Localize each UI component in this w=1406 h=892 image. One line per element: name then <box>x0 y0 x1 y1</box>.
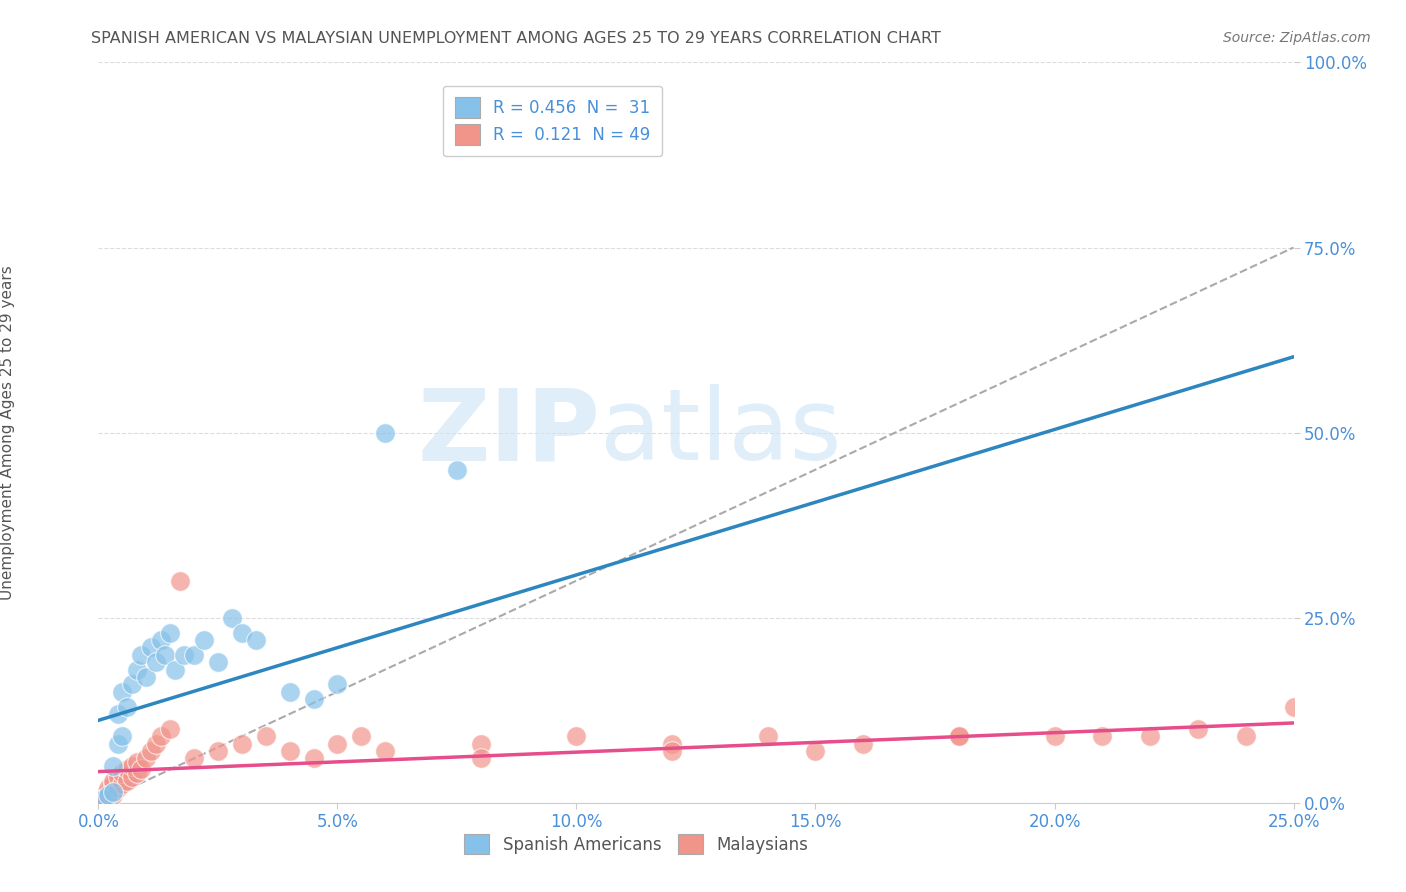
Point <box>1139 729 1161 743</box>
Point <box>163 663 186 677</box>
Legend: Spanish Americans, Malaysians: Spanish Americans, Malaysians <box>457 828 815 861</box>
Point <box>207 744 229 758</box>
Point <box>852 737 875 751</box>
Point <box>101 785 124 799</box>
Point <box>446 462 468 476</box>
Point <box>155 648 177 662</box>
Y-axis label: Unemployment Among Ages 25 to 29 years: Unemployment Among Ages 25 to 29 years <box>0 265 15 600</box>
Point <box>139 744 162 758</box>
Point <box>125 766 148 780</box>
Point <box>470 751 492 765</box>
Point <box>470 737 492 751</box>
Point <box>107 737 129 751</box>
Point <box>135 751 157 765</box>
Point <box>131 648 153 662</box>
Point <box>374 425 396 440</box>
Point <box>173 648 195 662</box>
Point <box>111 729 134 743</box>
Point <box>107 780 129 795</box>
Point <box>169 574 191 588</box>
Point <box>97 780 120 795</box>
Point <box>302 692 325 706</box>
Point <box>101 758 124 772</box>
Point <box>350 729 373 743</box>
Point <box>231 625 253 640</box>
Point <box>91 792 114 806</box>
Point <box>115 773 138 788</box>
Point <box>804 744 827 758</box>
Point <box>145 655 167 669</box>
Point <box>139 640 162 655</box>
Point <box>115 699 138 714</box>
Point <box>121 758 143 772</box>
Point <box>661 744 683 758</box>
Point <box>183 648 205 662</box>
Point <box>91 792 114 806</box>
Point <box>91 789 114 803</box>
Point <box>149 632 172 647</box>
Point <box>254 729 277 743</box>
Point <box>121 770 143 784</box>
Point <box>278 685 301 699</box>
Point <box>326 737 349 751</box>
Point <box>101 773 124 788</box>
Point <box>107 706 129 721</box>
Point <box>221 610 243 624</box>
Point <box>125 755 148 769</box>
Point <box>565 729 588 743</box>
Point <box>159 625 181 640</box>
Text: Source: ZipAtlas.com: Source: ZipAtlas.com <box>1223 31 1371 45</box>
Point <box>125 663 148 677</box>
Point <box>1282 699 1305 714</box>
Point <box>149 729 172 743</box>
Point <box>374 744 396 758</box>
Point <box>231 737 253 751</box>
Point <box>207 655 229 669</box>
Point <box>145 737 167 751</box>
Point <box>135 670 157 684</box>
Point <box>1187 722 1209 736</box>
Point <box>121 677 143 691</box>
Point <box>131 763 153 777</box>
Point <box>101 777 124 791</box>
Point <box>193 632 215 647</box>
Point <box>948 729 970 743</box>
Point <box>661 737 683 751</box>
Text: atlas: atlas <box>600 384 842 481</box>
Text: ZIP: ZIP <box>418 384 600 481</box>
Point <box>756 729 779 743</box>
Point <box>302 751 325 765</box>
Point <box>1091 729 1114 743</box>
Point <box>111 766 134 780</box>
Point <box>948 729 970 743</box>
Point <box>1234 729 1257 743</box>
Point <box>245 632 267 647</box>
Point <box>107 770 129 784</box>
Point <box>101 789 124 803</box>
Text: SPANISH AMERICAN VS MALAYSIAN UNEMPLOYMENT AMONG AGES 25 TO 29 YEARS CORRELATION: SPANISH AMERICAN VS MALAYSIAN UNEMPLOYME… <box>91 31 941 46</box>
Point <box>111 777 134 791</box>
Point <box>159 722 181 736</box>
Point <box>183 751 205 765</box>
Point <box>97 785 120 799</box>
Point <box>278 744 301 758</box>
Point <box>1043 729 1066 743</box>
Point <box>97 789 120 803</box>
Point <box>326 677 349 691</box>
Point <box>115 763 138 777</box>
Point <box>111 685 134 699</box>
